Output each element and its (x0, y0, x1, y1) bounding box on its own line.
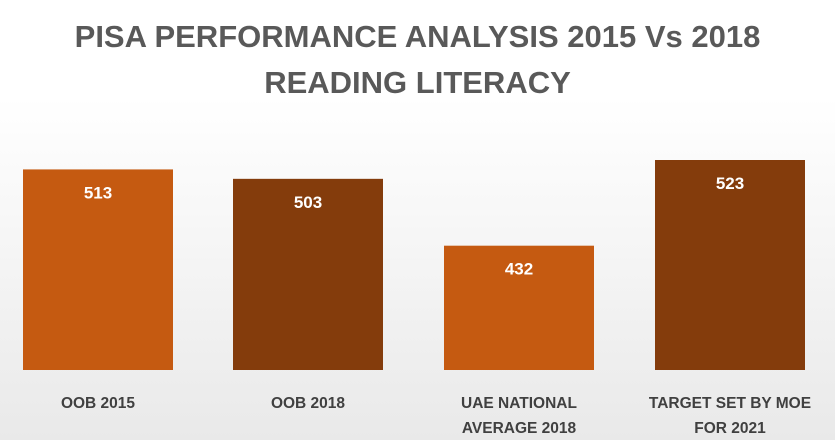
chart-title-line-2: READING LITERACY (264, 65, 571, 100)
category-label-2: OOB 2018 (271, 395, 345, 412)
bar-value-label-3: 432 (505, 260, 533, 279)
chart-title: PISA PERFORMANCE ANALYSIS 2015 Vs 2018 R… (0, 14, 835, 106)
category-label-3-line-2: AVERAGE 2018 (462, 420, 577, 437)
bar-2 (233, 178, 383, 370)
category-label-4-line-2: FOR 2021 (694, 420, 766, 437)
chart-title-line-1: PISA PERFORMANCE ANALYSIS 2015 Vs 2018 (74, 19, 761, 54)
bar-value-label-4: 523 (716, 174, 744, 193)
bar-4 (655, 160, 805, 370)
bar-1 (23, 169, 173, 370)
category-label-3-line-1: UAE NATIONAL (461, 395, 577, 412)
bar-value-label-2: 503 (294, 193, 322, 212)
bar-3 (444, 245, 594, 370)
bar-value-label-1: 513 (84, 183, 112, 202)
category-label-4-line-1: TARGET SET BY MOE (649, 395, 811, 412)
category-label-1: OOB 2015 (61, 395, 135, 412)
